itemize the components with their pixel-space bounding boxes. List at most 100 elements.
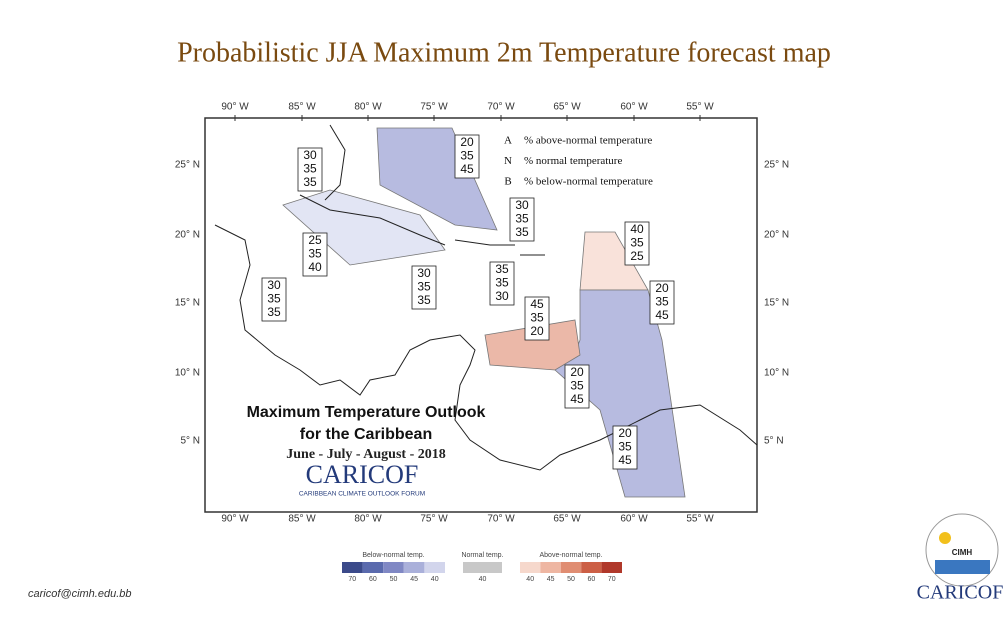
outlook-box (564, 364, 590, 409)
logo-sun (939, 532, 951, 544)
coastline (214, 124, 758, 471)
outlook-value: 35 (267, 292, 281, 306)
colorbar-swatch (342, 562, 363, 573)
colorbar-title: Below-normal temp. (362, 552, 424, 559)
colorbar-swatch (601, 562, 622, 573)
logo-sea (935, 560, 990, 574)
outlook-value: 35 (495, 276, 509, 290)
outlook-box (411, 265, 437, 310)
outlook-value: 25 (630, 249, 644, 263)
colorbar-swatch (581, 562, 602, 573)
outlook-value: 30 (267, 278, 281, 292)
lon-label: 65° W (553, 102, 581, 113)
colorbar-tick: 70 (348, 576, 356, 583)
brand-sub: CARIBBEAN CLIMATE OUTLOOK FORUM (299, 491, 425, 498)
lat-label: 15° N (175, 298, 200, 309)
outlook-box (612, 425, 638, 470)
lon-label: 55° W (686, 102, 714, 113)
outlook-regions (282, 127, 686, 498)
outlook-box (524, 296, 550, 341)
outlook-value: 45 (655, 308, 669, 322)
colorbar-swatch (560, 562, 582, 573)
outlook-value: 20 (460, 135, 474, 149)
outlook-value: 35 (655, 295, 669, 309)
outlook-value: 30 (417, 266, 431, 280)
colorbar-swatch (463, 562, 502, 573)
outlook-box (454, 134, 480, 179)
outlook-value: 40 (308, 260, 322, 274)
lon-label: 80° W (354, 514, 382, 525)
outlook-value: 35 (618, 440, 632, 454)
logo-cimh: CIMH (952, 548, 973, 557)
outlook-value: 30 (515, 198, 529, 212)
footer-email: caricof@cimh.edu.bb (28, 588, 132, 600)
colorbar-swatch (362, 562, 384, 573)
colorbar-tick: 40 (431, 576, 439, 583)
colorbar-tick: 50 (390, 576, 398, 583)
colorbar-swatch (424, 562, 445, 573)
lon-label: 80° W (354, 102, 382, 113)
lat-label: 5° N (764, 436, 784, 447)
colorbar-swatch (540, 562, 561, 573)
lon-label: 90° W (221, 102, 249, 113)
season: June - July - August - 2018 (286, 447, 445, 462)
lon-label: 65° W (553, 514, 581, 525)
outlook-value: 40 (630, 222, 644, 236)
outlook-value: 20 (655, 281, 669, 295)
colorbar-title: Above-normal temp. (539, 552, 602, 559)
region (282, 189, 446, 266)
outlook-value: 35 (630, 236, 644, 250)
legend-key: N (504, 155, 512, 167)
brand: CARICOF (306, 460, 419, 489)
colorbar-tick: 50 (567, 576, 575, 583)
outlook-value: 35 (530, 311, 544, 325)
lat-label: 10° N (175, 368, 200, 379)
outlook-value: 45 (530, 297, 544, 311)
colorbar-tick: 40 (526, 576, 534, 583)
legend-key: B (504, 176, 511, 188)
map-caption: for the Caribbean (300, 426, 432, 443)
outlook-value: 20 (530, 324, 544, 338)
lon-label: 70° W (487, 514, 515, 525)
outlook-value: 45 (570, 392, 584, 406)
outlook-value: 35 (308, 247, 322, 261)
outlook-value: 30 (495, 289, 509, 303)
lon-label: 85° W (288, 514, 316, 525)
outlook-value: 35 (417, 293, 431, 307)
outlook-value: 35 (515, 225, 529, 239)
outlook-box (489, 261, 515, 306)
colorbar-title: Normal temp. (461, 552, 503, 559)
region (484, 319, 581, 371)
outlook-value: 35 (495, 262, 509, 276)
lat-label: 10° N (764, 368, 789, 379)
outlook-value: 35 (570, 379, 584, 393)
outlook-value: 25 (308, 233, 322, 247)
outlook-box (261, 277, 287, 322)
outlook-value: 30 (303, 148, 317, 162)
lon-label: 60° W (620, 514, 648, 525)
colorbar-tick: 60 (588, 576, 596, 583)
outlook-box (624, 221, 650, 266)
logo-name: CARICOF (917, 582, 1004, 604)
outlook-value: 45 (618, 453, 632, 467)
coastlines (214, 124, 758, 471)
outlook-box (649, 280, 675, 325)
colorbar-swatch (520, 562, 541, 573)
lat-label: 20° N (175, 230, 200, 241)
lat-label: 15° N (764, 298, 789, 309)
lon-label: 75° W (420, 102, 448, 113)
outlook-value: 35 (515, 212, 529, 226)
slide-title: Probabilistic JJA Maximum 2m Temperature… (177, 37, 831, 68)
colorbar-tick: 45 (547, 576, 555, 583)
outlook-value: 35 (303, 175, 317, 189)
colorbar-swatch (383, 562, 404, 573)
colorbar-swatch (403, 562, 425, 573)
outlook-value: 35 (303, 162, 317, 176)
region (376, 127, 498, 231)
outlook-box (509, 197, 535, 242)
lon-label: 60° W (620, 102, 648, 113)
outlook-value: 45 (460, 162, 474, 176)
map-caption: Maximum Temperature Outlook (247, 404, 486, 421)
lon-label: 75° W (420, 514, 448, 525)
